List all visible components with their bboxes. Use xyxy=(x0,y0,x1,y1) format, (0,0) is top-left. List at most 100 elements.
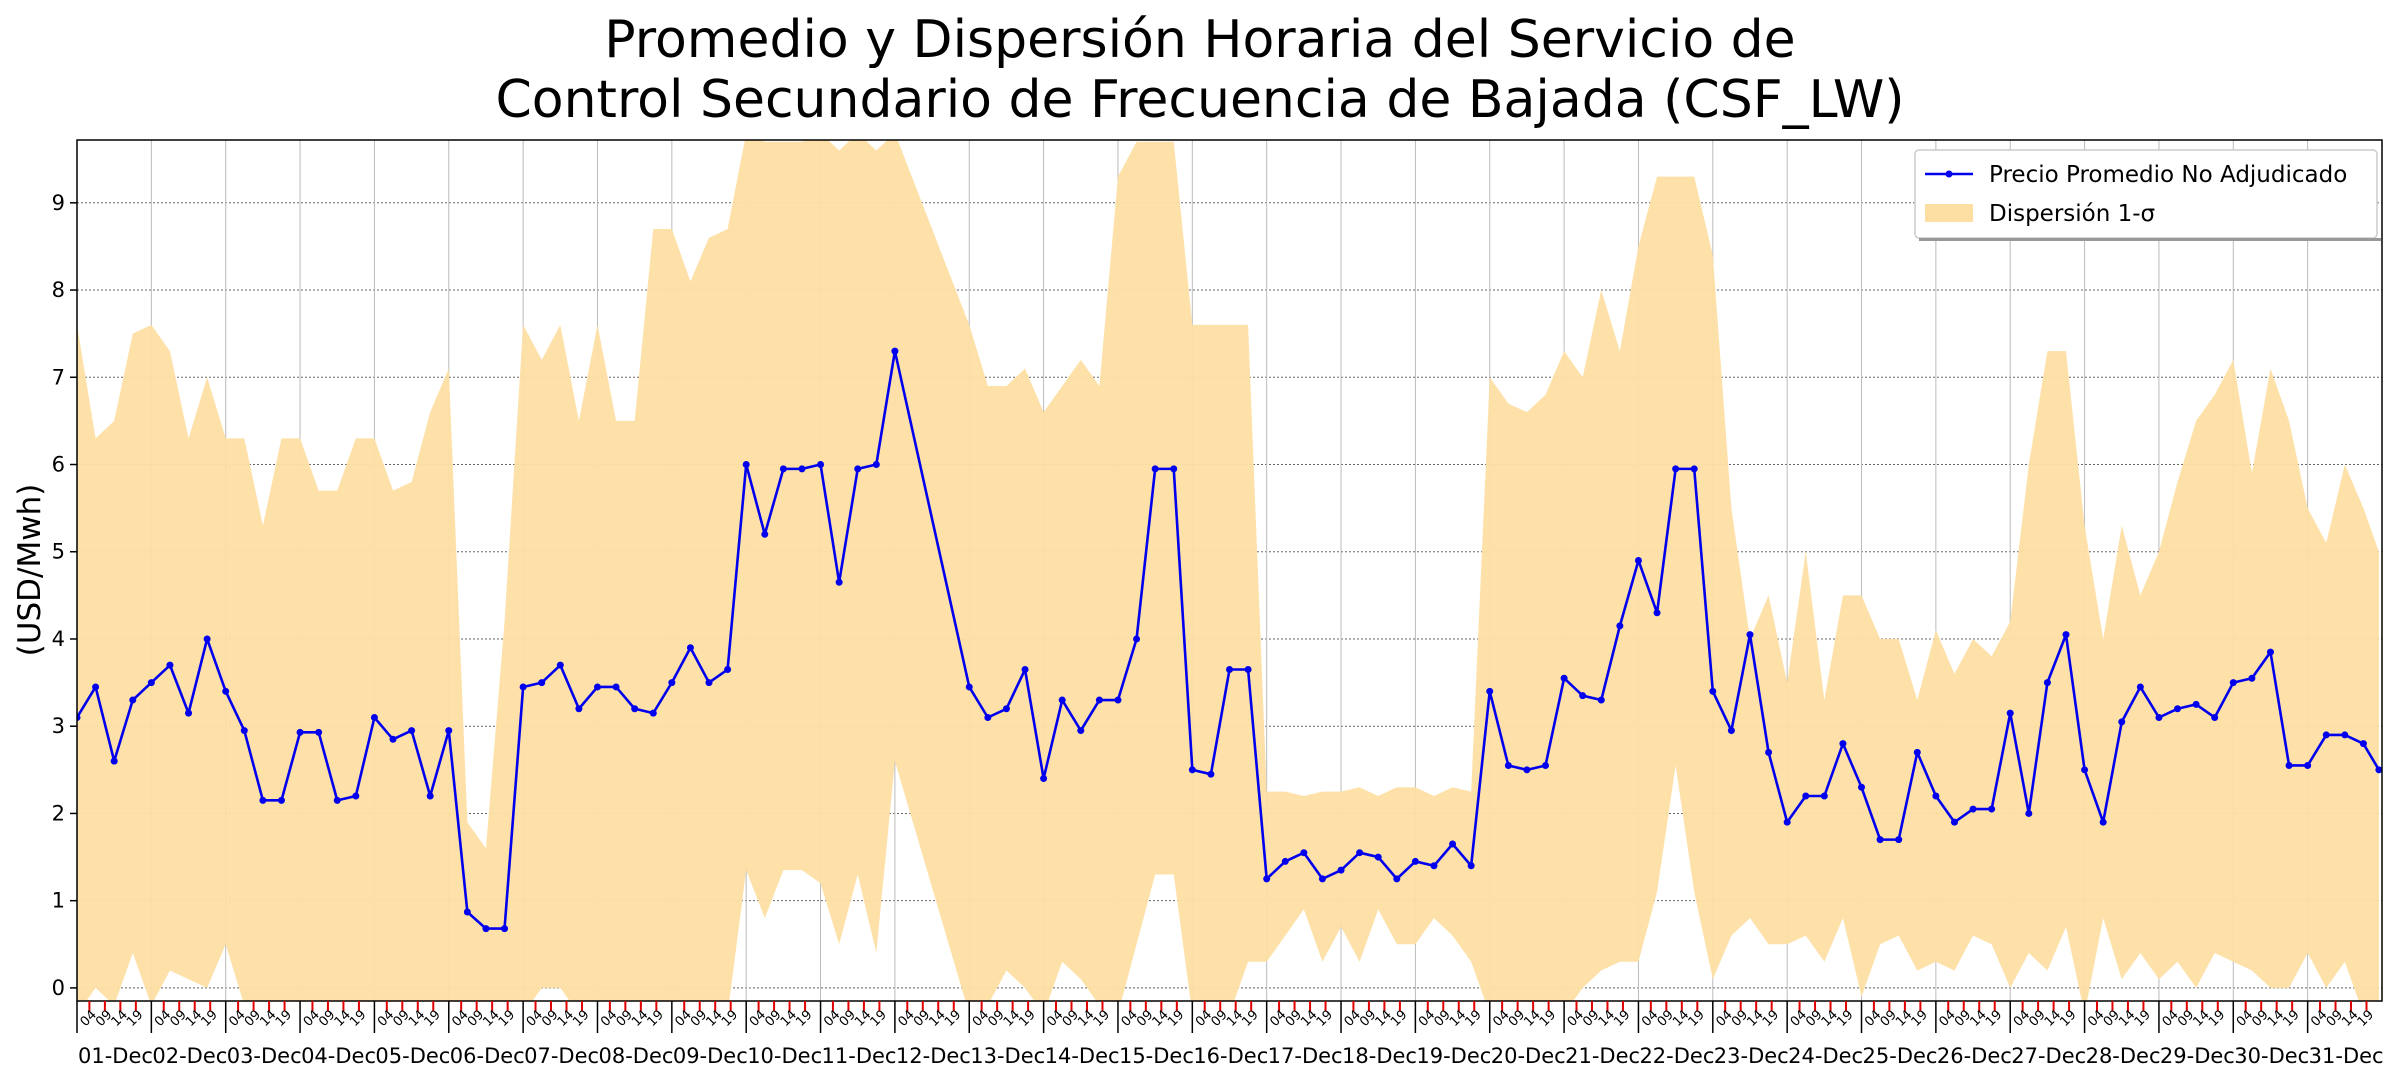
price-point xyxy=(1095,696,1103,704)
x-minor-tick-label: 19 xyxy=(1834,1008,1856,1030)
price-point xyxy=(779,465,787,473)
price-point xyxy=(556,661,564,669)
price-point xyxy=(2341,731,2349,739)
x-minor-tick-label: 19 xyxy=(2132,1008,2154,1030)
price-point xyxy=(1449,840,1457,848)
x-tick-label: 17-Dec xyxy=(1268,1044,1343,1068)
x-tick-label: 11-Dec xyxy=(822,1044,897,1068)
price-point xyxy=(1839,740,1847,748)
price-point xyxy=(185,709,193,717)
price-point xyxy=(389,735,397,743)
legend-marker xyxy=(1945,170,1953,178)
x-tick-label: 16-Dec xyxy=(1193,1044,1268,1068)
price-point xyxy=(1002,705,1010,713)
price-point xyxy=(1393,875,1401,883)
price-point xyxy=(2174,705,2182,713)
price-point xyxy=(1504,761,1512,769)
price-point xyxy=(1133,635,1141,643)
price-point xyxy=(77,713,81,721)
x-minor-tick-label: 19 xyxy=(2280,1008,2302,1030)
plot-frame xyxy=(76,139,2383,1002)
y-tick-label: 4 xyxy=(52,627,65,651)
price-point xyxy=(1969,805,1977,813)
x-minor-tick-label: 19 xyxy=(1165,1008,1187,1030)
price-point xyxy=(1040,775,1048,783)
price-point xyxy=(724,666,732,674)
price-point xyxy=(1783,818,1791,826)
price-point xyxy=(2006,709,2014,717)
x-minor-tick-label: 19 xyxy=(1760,1008,1782,1030)
price-point xyxy=(2025,809,2033,817)
x-minor-tick-label: 19 xyxy=(1686,1008,1708,1030)
price-point xyxy=(240,727,248,735)
price-point xyxy=(2155,713,2163,721)
price-point xyxy=(166,661,174,669)
price-point xyxy=(2062,631,2070,639)
price-point xyxy=(1411,857,1419,865)
x-tick-label: 29-Dec xyxy=(2160,1044,2235,1068)
price-point xyxy=(333,796,341,804)
x-minor-tick-label: 19 xyxy=(1239,1008,1261,1030)
price-point xyxy=(1114,696,1122,704)
price-line xyxy=(77,349,2381,930)
x-tick-label: 10-Dec xyxy=(747,1044,822,1068)
price-point xyxy=(519,683,527,691)
price-point xyxy=(984,713,992,721)
price-point xyxy=(649,709,657,717)
price-point xyxy=(1467,862,1475,870)
legend-label: Dispersión 1-σ xyxy=(1989,201,2155,227)
price-point xyxy=(2211,713,2219,721)
x-minor-tick-label: 19 xyxy=(1462,1008,1484,1030)
price-point xyxy=(686,644,694,652)
price-point xyxy=(1188,766,1196,774)
price-point xyxy=(2375,766,2382,774)
price-point xyxy=(2304,761,2312,769)
price-point xyxy=(1226,666,1233,674)
price-point xyxy=(1634,556,1642,564)
price-point xyxy=(203,635,211,643)
price-point xyxy=(445,727,453,735)
chart-title: Promedio y Dispersión Horaria del Servic… xyxy=(495,10,1905,130)
price-point xyxy=(1542,761,1550,769)
price-point xyxy=(2099,818,2107,826)
x-minor-tick-label: 19 xyxy=(1611,1008,1633,1030)
y-tick-label: 7 xyxy=(52,365,65,389)
price-point xyxy=(742,461,750,469)
price-point xyxy=(426,792,434,800)
x-tick-label: 07-Dec xyxy=(524,1044,599,1068)
price-point xyxy=(1207,770,1215,778)
price-point xyxy=(1858,783,1866,791)
y-tick-label: 9 xyxy=(52,191,65,215)
price-point xyxy=(1318,875,1326,883)
x-tick-label: 21-Dec xyxy=(1565,1044,1640,1068)
price-point xyxy=(1077,727,1085,735)
price-point xyxy=(463,908,471,916)
x-tick-label: 22-Dec xyxy=(1639,1044,1714,1068)
price-point xyxy=(296,728,304,736)
price-point xyxy=(835,578,843,586)
x-tick-label: 28-Dec xyxy=(2086,1044,2161,1068)
price-point xyxy=(761,530,769,538)
x-tick-label: 05-Dec xyxy=(375,1044,450,1068)
x-minor-tick-label: 19 xyxy=(124,1008,146,1030)
price-point xyxy=(482,925,490,933)
price-point xyxy=(1300,849,1308,857)
x-tick-label: 03-Dec xyxy=(227,1044,302,1068)
x-minor-tick-label: 19 xyxy=(198,1008,220,1030)
x-tick-label: 30-Dec xyxy=(2234,1044,2309,1068)
price-point xyxy=(1523,766,1531,774)
x-minor-tick-label: 19 xyxy=(645,1008,667,1030)
price-point xyxy=(1932,792,1940,800)
price-point xyxy=(2136,683,2144,691)
y-tick-label: 2 xyxy=(52,801,65,825)
price-point xyxy=(668,679,676,687)
price-point xyxy=(1281,857,1289,865)
x-tick-label: 26-Dec xyxy=(1937,1044,2012,1068)
price-point xyxy=(1058,696,1066,704)
price-point xyxy=(1672,465,1680,473)
price-point xyxy=(1765,748,1773,756)
price-point xyxy=(277,796,285,804)
price-point xyxy=(352,792,360,800)
price-point xyxy=(593,683,601,691)
